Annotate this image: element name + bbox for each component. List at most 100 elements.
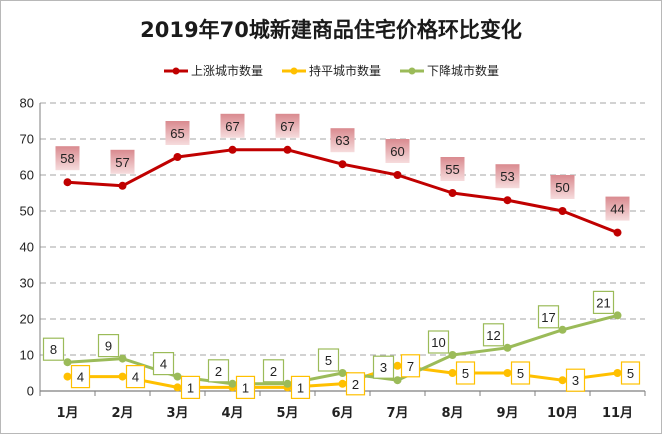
chart-title: 2019年70城新建商品住宅价格环比变化: [140, 18, 522, 42]
data-label-0: 63: [330, 128, 355, 153]
x-tick-label: 9月: [496, 406, 518, 421]
data-point-1: [558, 376, 567, 385]
label-box: [55, 146, 80, 171]
label-box: [70, 365, 91, 389]
label-box: [262, 359, 285, 383]
label-text: 5: [462, 366, 469, 381]
label-box: [220, 113, 245, 138]
x-tick-label: 7月: [386, 406, 408, 421]
label-box: [207, 359, 230, 383]
y-tick-label: 20: [20, 312, 34, 327]
x-tick-label: 6月: [331, 406, 353, 421]
label-text: 58: [60, 151, 74, 166]
data-point-2: [63, 358, 72, 367]
label-text: 57: [115, 155, 129, 170]
data-label-1: 7: [400, 354, 421, 378]
y-tick-label: 70: [20, 132, 34, 147]
data-point-1: [448, 369, 457, 377]
label-text: 9: [105, 339, 112, 354]
data-label-2: 9: [97, 334, 120, 358]
label-text: 4: [160, 357, 167, 372]
y-tick-label: 0: [27, 384, 34, 399]
data-point-1: [173, 383, 182, 392]
label-text: 21: [596, 295, 610, 310]
x-tick-label: 2月: [111, 406, 133, 421]
data-label-0: 67: [275, 113, 300, 138]
label-text: 10: [431, 335, 445, 350]
data-label-0: 67: [220, 113, 245, 138]
label-text: 3: [572, 373, 579, 388]
label-box: [550, 175, 575, 199]
label-box: [455, 361, 476, 385]
x-tick-label: 8月: [441, 406, 463, 421]
data-label-0: 57: [110, 149, 135, 174]
data-label-1: 5: [620, 361, 641, 385]
data-label-1: 2: [345, 372, 366, 396]
legend-item-rise: 上涨城市数量: [163, 62, 263, 79]
data-point-0: [448, 189, 457, 197]
data-point-2: [228, 379, 237, 388]
label-text: 4: [132, 370, 139, 385]
data-label-1: 5: [455, 361, 476, 385]
legend-item-fall: 下降城市数量: [399, 62, 499, 79]
data-point-1: [503, 369, 512, 377]
label-text: 2: [352, 377, 359, 392]
label-box: [592, 290, 615, 314]
label-text: 17: [541, 310, 555, 325]
label-text: 50: [555, 180, 569, 195]
label-text: 1: [242, 380, 249, 395]
label-text: 3: [380, 360, 387, 375]
data-label-1: 1: [235, 375, 256, 399]
data-point-1: [613, 369, 622, 377]
label-box: [482, 323, 505, 347]
data-label-0: 65: [165, 121, 190, 145]
data-point-0: [503, 196, 512, 205]
label-box: [290, 375, 311, 399]
y-tick-label: 50: [20, 204, 34, 219]
label-box: [125, 365, 146, 389]
label-text: 53: [500, 169, 514, 184]
data-point-1: [338, 379, 347, 388]
data-point-0: [613, 228, 622, 237]
y-tick-label: 40: [20, 240, 34, 255]
label-box: [510, 361, 531, 385]
data-point-2: [448, 351, 457, 359]
label-box: [97, 334, 120, 358]
data-label-0: 55: [440, 157, 465, 181]
label-box: [385, 139, 410, 163]
data-point-1: [118, 372, 127, 381]
label-box: [345, 372, 366, 396]
label-box: [275, 113, 300, 138]
label-text: 5: [627, 366, 634, 381]
legend-label-fall: 下降城市数量: [427, 64, 500, 78]
data-point-2: [338, 369, 347, 377]
label-text: 5: [517, 366, 524, 381]
data-point-0: [393, 171, 402, 179]
data-label-0: 44: [605, 196, 630, 221]
data-label-1: 4: [125, 365, 146, 389]
label-box: [330, 128, 355, 153]
data-label-0: 58: [55, 146, 80, 171]
label-box: [180, 375, 201, 399]
label-box: [152, 352, 175, 376]
data-point-2: [393, 376, 402, 385]
label-text: 4: [77, 370, 84, 385]
data-point-2: [503, 343, 512, 352]
x-tick-label: 11月: [602, 406, 633, 421]
label-box: [495, 164, 520, 189]
data-label-2: 5: [317, 348, 340, 372]
x-tick-label: 3月: [166, 406, 188, 421]
label-box: [605, 196, 630, 221]
label-box: [427, 330, 450, 354]
data-point-0: [228, 145, 237, 154]
label-text: 1: [187, 380, 194, 395]
data-point-0: [173, 153, 182, 161]
label-box: [42, 337, 65, 361]
x-tick-label: 1月: [56, 406, 78, 421]
label-box: [440, 157, 465, 181]
label-box: [565, 368, 586, 392]
legend-label-flat: 持平城市数量: [308, 64, 381, 78]
data-label-1: 1: [180, 375, 201, 399]
x-tick-label: 10月: [547, 406, 578, 421]
